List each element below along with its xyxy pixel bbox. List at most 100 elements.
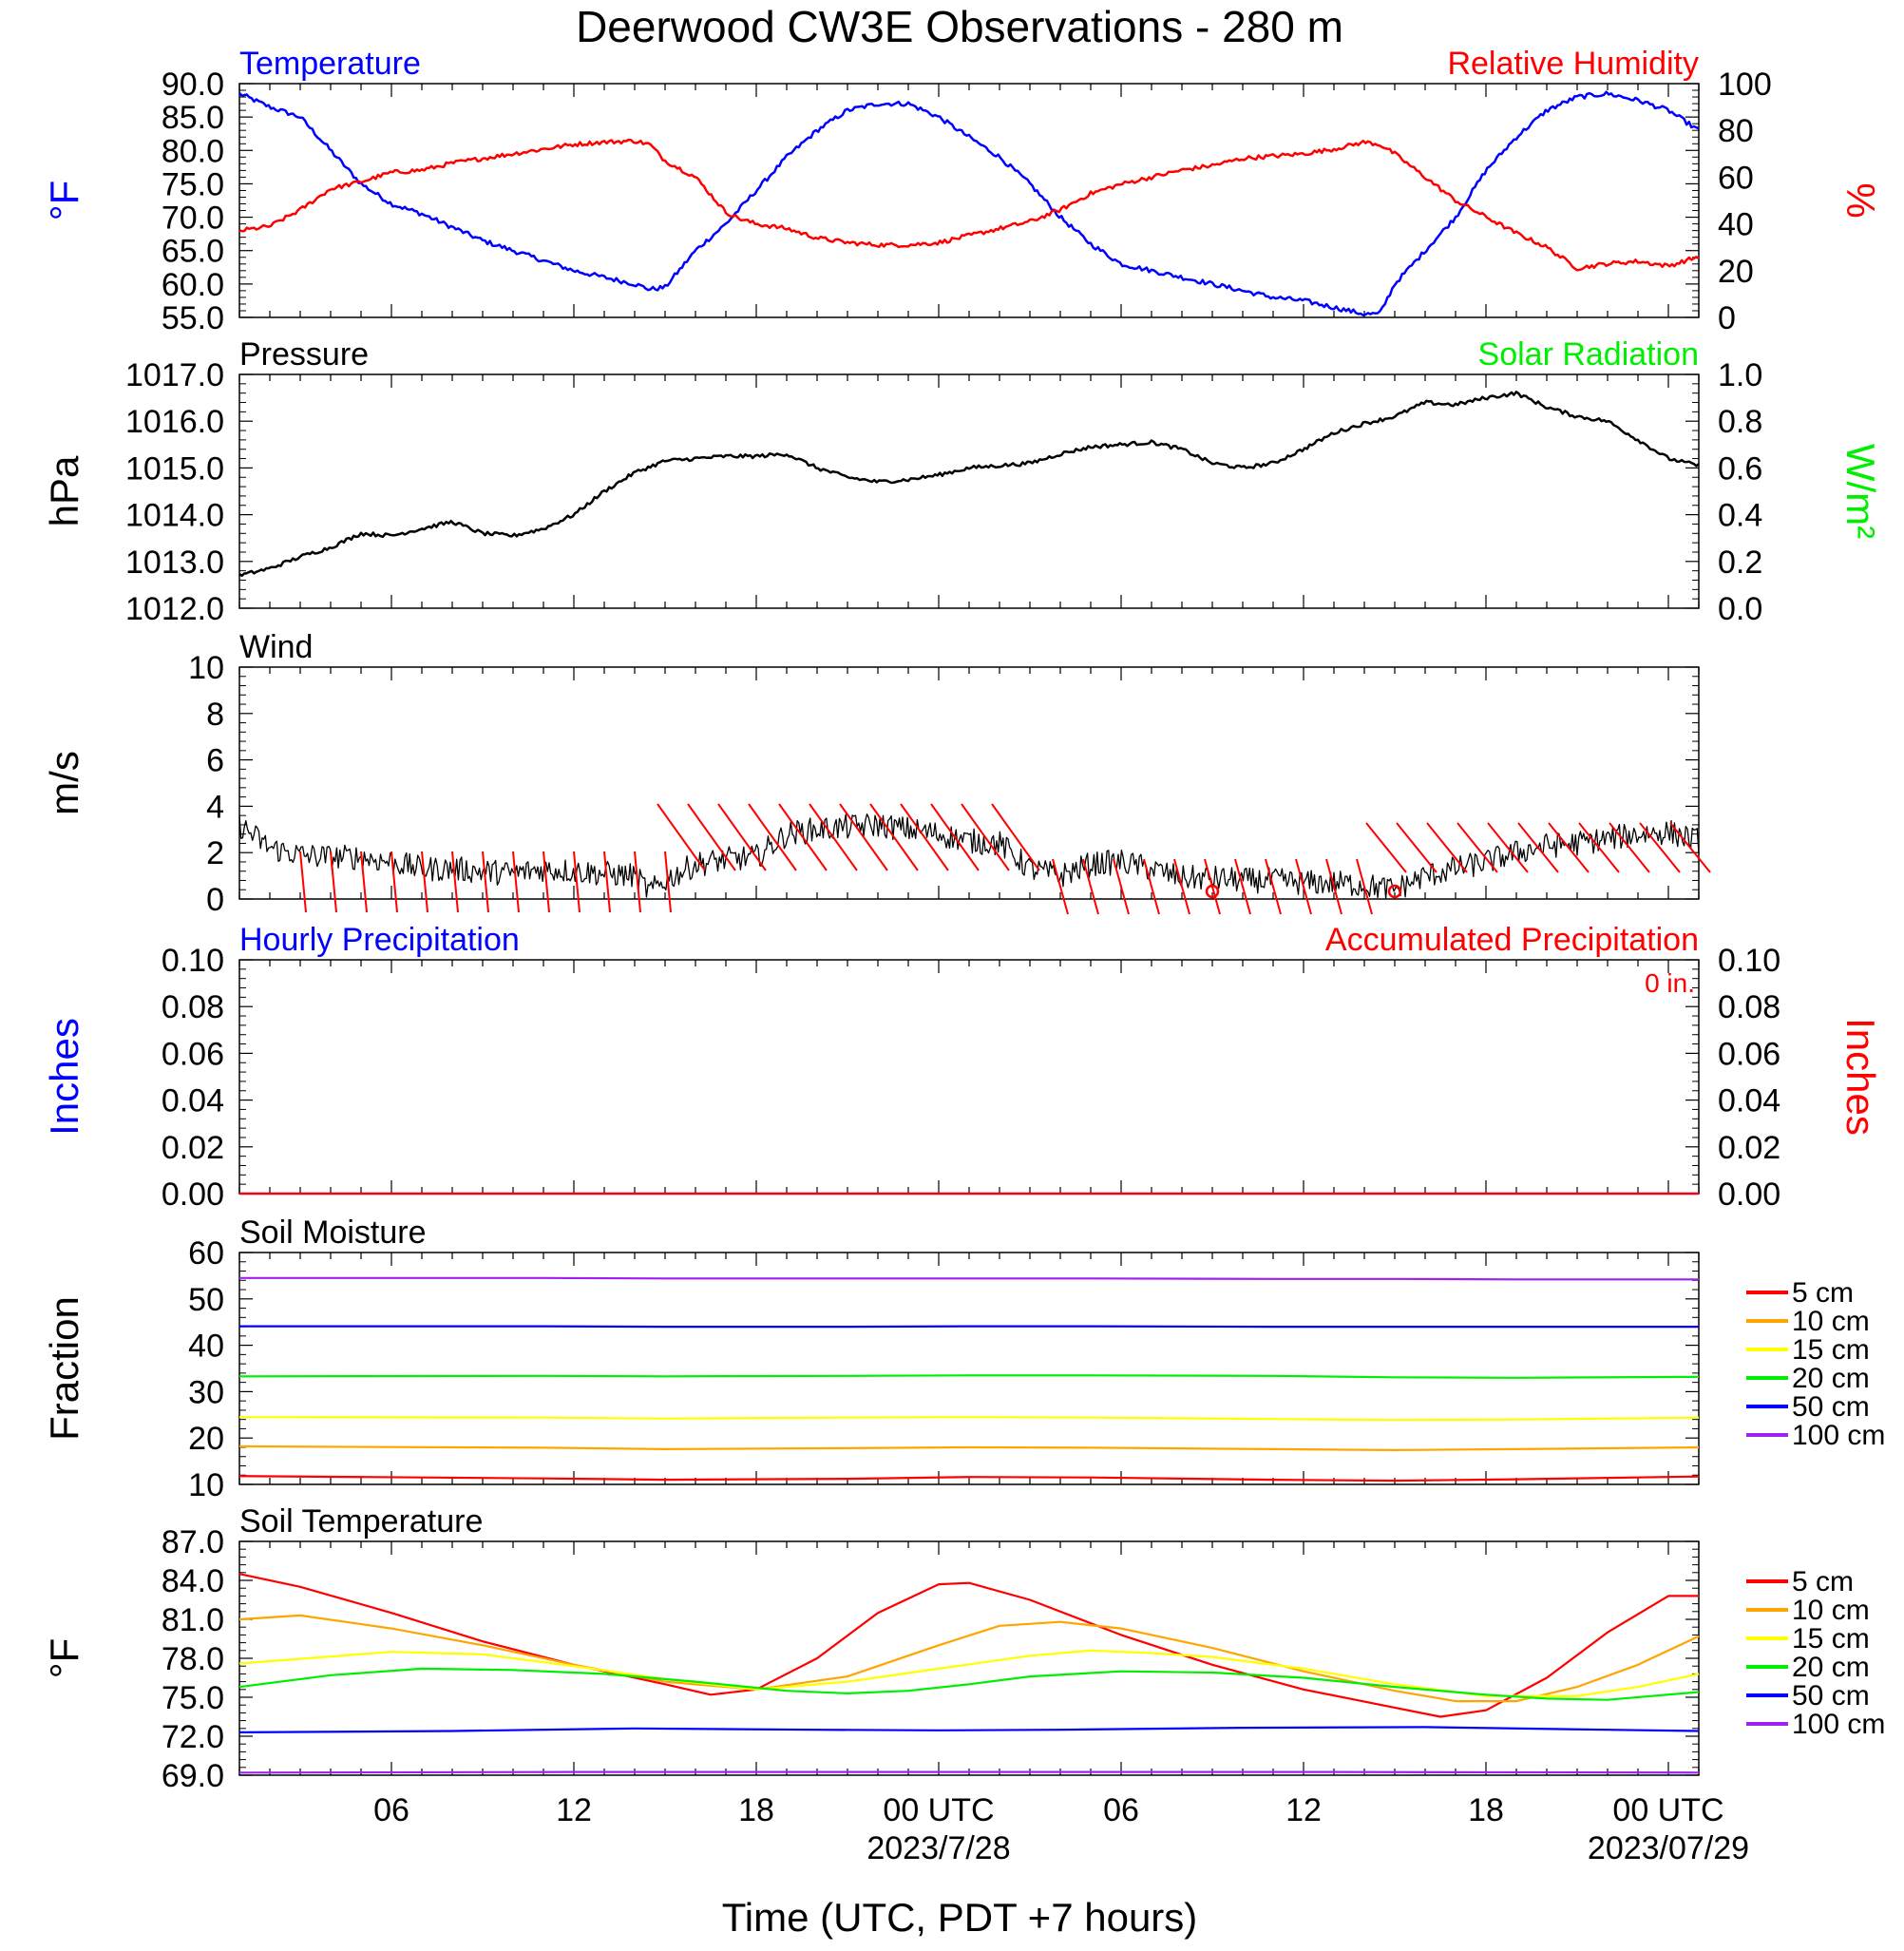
x-tick-label: 18: [1468, 1792, 1504, 1828]
wind-barb: [1639, 822, 1681, 873]
legend-label-10-cm: 10 cm: [1792, 1595, 1870, 1626]
legend-label-5-cm: 5 cm: [1792, 1566, 1854, 1597]
y-tick-label-right: 0.00: [1718, 1176, 1780, 1213]
y-tick-label-left: 0.06: [162, 1036, 224, 1072]
panel-title-left: Soil Moisture: [239, 1215, 427, 1251]
calm-wind-marker: [1387, 884, 1402, 899]
wind-barb: [657, 803, 706, 871]
legend-label-15-cm: 15 cm: [1792, 1623, 1870, 1655]
y-tick-label-left: 55.0: [162, 300, 224, 336]
x-tick-label: 18: [738, 1792, 774, 1828]
wind-barb: [1295, 858, 1312, 915]
y-axis-label-left: Fraction: [42, 1296, 86, 1441]
legend-label-10-cm: 10 cm: [1792, 1306, 1870, 1337]
y-tick-label-left: 1017.0: [125, 357, 224, 393]
y-axis-label-left: °F: [42, 181, 86, 220]
y-tick-label-left: 60.0: [162, 267, 224, 303]
wind-barb: [778, 803, 828, 871]
wind-barb: [1325, 858, 1342, 915]
accumulated-total-label: 0 in.: [1645, 968, 1695, 998]
legend-label-50-cm: 50 cm: [1792, 1391, 1870, 1423]
y-tick-label-left: 65.0: [162, 234, 224, 270]
y-tick-label-left: 70.0: [162, 201, 224, 237]
legend-label-15-cm: 15 cm: [1792, 1334, 1870, 1366]
panel-title-left: Soil Temperature: [239, 1503, 483, 1540]
y-tick-label-right: 0.10: [1718, 943, 1780, 979]
plot-layer: 55.060.065.070.075.080.085.090.002040608…: [42, 46, 1885, 1866]
y-tick-label-left: 0.04: [162, 1083, 224, 1119]
y-tick-label-left: 10: [188, 1467, 224, 1503]
y-tick-label-right: 0.04: [1718, 1083, 1780, 1119]
panel-precip: 0.00 0.02 0.04 0.06 0.08 0.10 0.00 0.02 0.04 0.06…: [42, 922, 1883, 1213]
y-tick-label-left: 80.0: [162, 133, 224, 169]
y-axis-label-left: m/s: [42, 751, 86, 815]
y-axis-label-right: W/m²: [1838, 444, 1883, 539]
y-tick-label-right: 100: [1718, 67, 1772, 103]
series-relative-humidity: [238, 138, 1700, 272]
panel-title-right: Solar Radiation: [1478, 336, 1699, 373]
wind-barb: [330, 851, 337, 913]
series-15-cm: [238, 1416, 1700, 1422]
y-tick-label-left: 50: [188, 1282, 224, 1318]
panel-title-left: Pressure: [239, 336, 369, 373]
y-tick-label-right: 0: [1718, 300, 1736, 336]
x-tick-label: 00 UTC: [1612, 1792, 1723, 1828]
wind-barb: [1113, 858, 1130, 915]
panel-title-right: Relative Humidity: [1447, 46, 1699, 82]
y-tick-label-left: 1016.0: [125, 404, 224, 440]
x-tick-label: 06: [373, 1792, 409, 1828]
y-tick-label-left: 75.0: [162, 166, 224, 202]
y-tick-label-left: 30: [188, 1374, 224, 1410]
y-tick-label-left: 0: [206, 882, 224, 918]
x-axis-label: Time (UTC, PDT +7 hours): [722, 1895, 1198, 1940]
y-tick-label-left: 8: [206, 697, 224, 733]
wind-barb: [839, 803, 888, 871]
series-100-cm: [238, 1770, 1700, 1774]
y-tick-label-left: 6: [206, 743, 224, 779]
y-tick-label-right: 60: [1718, 160, 1754, 196]
wind-barb: [1143, 858, 1160, 915]
wind-barb: [543, 851, 550, 913]
y-axis-label-left: Inches: [42, 1018, 86, 1136]
wind-barb: [1396, 822, 1438, 873]
panel-soil-temperature: 69.072.075.078.081.084.087.0 °F Soil Tempe…: [42, 1503, 1885, 1866]
series-pressure: [238, 391, 1700, 578]
y-tick-label-left: 1015.0: [125, 450, 224, 487]
wind-barb: [961, 803, 1010, 871]
figure-title: Deerwood CW3E Observations - 280 m: [576, 2, 1343, 51]
y-tick-label-left: 87.0: [162, 1524, 224, 1560]
y-tick-label-right: 0.02: [1718, 1130, 1780, 1166]
y-tick-label-left: 20: [188, 1421, 224, 1457]
wind-barb: [1457, 822, 1498, 873]
y-tick-label-right: 40: [1718, 207, 1754, 243]
y-tick-label-left: 84.0: [162, 1563, 224, 1599]
y-tick-label-right: 0.4: [1718, 498, 1762, 534]
wind-barb: [717, 803, 767, 871]
panel-title-left: Hourly Precipitation: [239, 922, 520, 958]
y-tick-label-left: 40: [188, 1329, 224, 1365]
wind-barb: [451, 851, 459, 913]
y-tick-label-right: 0.6: [1718, 450, 1762, 487]
panel-pressure: 1012.0 1013.0 1014.0 1015.0 1016.0 1017.0 0.0 0…: [42, 336, 1883, 627]
x-tick-label: 12: [1285, 1792, 1322, 1828]
calm-wind-marker: [1205, 884, 1220, 899]
series-temperature: [238, 90, 1700, 316]
y-axis-label-right: Inches: [1838, 1018, 1883, 1136]
wind-barb: [1609, 822, 1650, 873]
wind-barb: [1517, 822, 1559, 873]
series-5-cm: [238, 1573, 1699, 1718]
panel-wind: 0 2 4 6 8 10 m/s Wind: [42, 629, 1711, 918]
series-5-cm: [238, 1475, 1700, 1482]
wind-barb: [1356, 858, 1373, 915]
y-axis-label-left: hPa: [42, 455, 86, 526]
x-tick-label: 06: [1103, 1792, 1139, 1828]
y-tick-label-right: 0.0: [1718, 591, 1762, 627]
legend-label-20-cm: 20 cm: [1792, 1652, 1870, 1683]
y-tick-label-right: 20: [1718, 254, 1754, 290]
wind-barb: [1548, 822, 1590, 873]
wind-barb: [1173, 858, 1190, 915]
y-tick-label-right: 1.0: [1718, 357, 1762, 393]
panel-soil-moisture: 10 20 30 40 50 60 Fraction Soil Moisture 5 cm10 …: [42, 1215, 1885, 1503]
y-tick-label-left: 72.0: [162, 1719, 224, 1755]
